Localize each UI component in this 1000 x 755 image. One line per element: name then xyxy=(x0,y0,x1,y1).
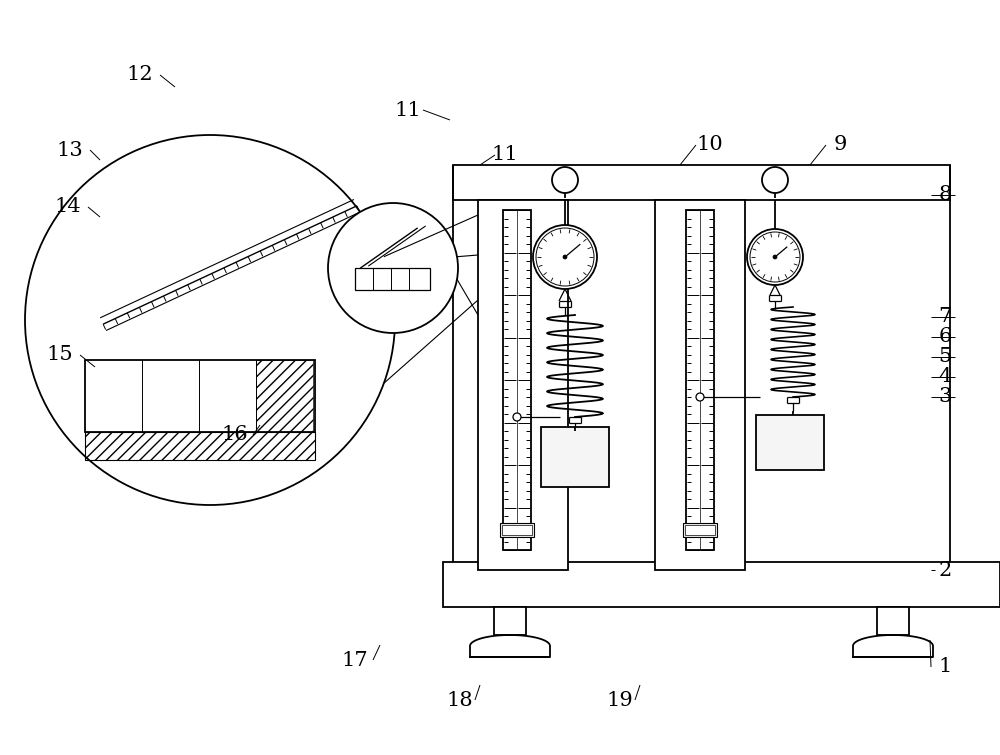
Text: 1: 1 xyxy=(938,658,952,676)
Bar xyxy=(85,360,315,432)
Text: 13: 13 xyxy=(57,140,83,159)
Bar xyxy=(686,210,714,550)
Text: 5: 5 xyxy=(938,347,952,366)
Text: 6: 6 xyxy=(938,328,952,347)
Text: 16: 16 xyxy=(222,426,248,445)
Text: 17: 17 xyxy=(342,651,368,670)
Bar xyxy=(256,360,313,432)
Circle shape xyxy=(328,203,458,333)
Text: 3: 3 xyxy=(938,387,952,406)
Circle shape xyxy=(750,232,800,282)
Bar xyxy=(541,427,609,487)
Bar xyxy=(683,523,717,537)
Circle shape xyxy=(25,135,395,505)
Text: 10: 10 xyxy=(697,135,723,155)
Text: 11: 11 xyxy=(395,100,421,119)
Bar xyxy=(478,200,568,570)
Text: 2: 2 xyxy=(938,560,952,580)
Text: 14: 14 xyxy=(55,198,81,217)
Bar xyxy=(756,415,824,470)
Text: 4: 4 xyxy=(938,368,952,387)
Bar xyxy=(453,165,950,200)
Circle shape xyxy=(696,393,704,401)
Bar xyxy=(355,268,430,290)
Bar xyxy=(685,525,715,535)
Circle shape xyxy=(513,413,521,421)
Circle shape xyxy=(533,225,597,289)
Circle shape xyxy=(773,255,777,259)
Text: 19: 19 xyxy=(607,691,633,710)
Text: 18: 18 xyxy=(447,691,473,710)
Text: 11: 11 xyxy=(492,146,518,165)
Circle shape xyxy=(747,229,803,285)
Bar xyxy=(502,525,532,535)
Bar xyxy=(655,200,745,570)
Bar xyxy=(503,210,531,550)
Circle shape xyxy=(536,228,594,286)
Text: 9: 9 xyxy=(833,135,847,155)
Text: 8: 8 xyxy=(938,186,952,205)
Text: 12: 12 xyxy=(127,66,153,85)
Bar xyxy=(85,432,315,460)
Text: 7: 7 xyxy=(938,307,952,326)
Bar xyxy=(494,607,526,635)
Bar xyxy=(443,562,1000,607)
Bar xyxy=(877,607,909,635)
Bar xyxy=(500,523,534,537)
Circle shape xyxy=(563,255,567,259)
Text: 15: 15 xyxy=(47,346,73,365)
